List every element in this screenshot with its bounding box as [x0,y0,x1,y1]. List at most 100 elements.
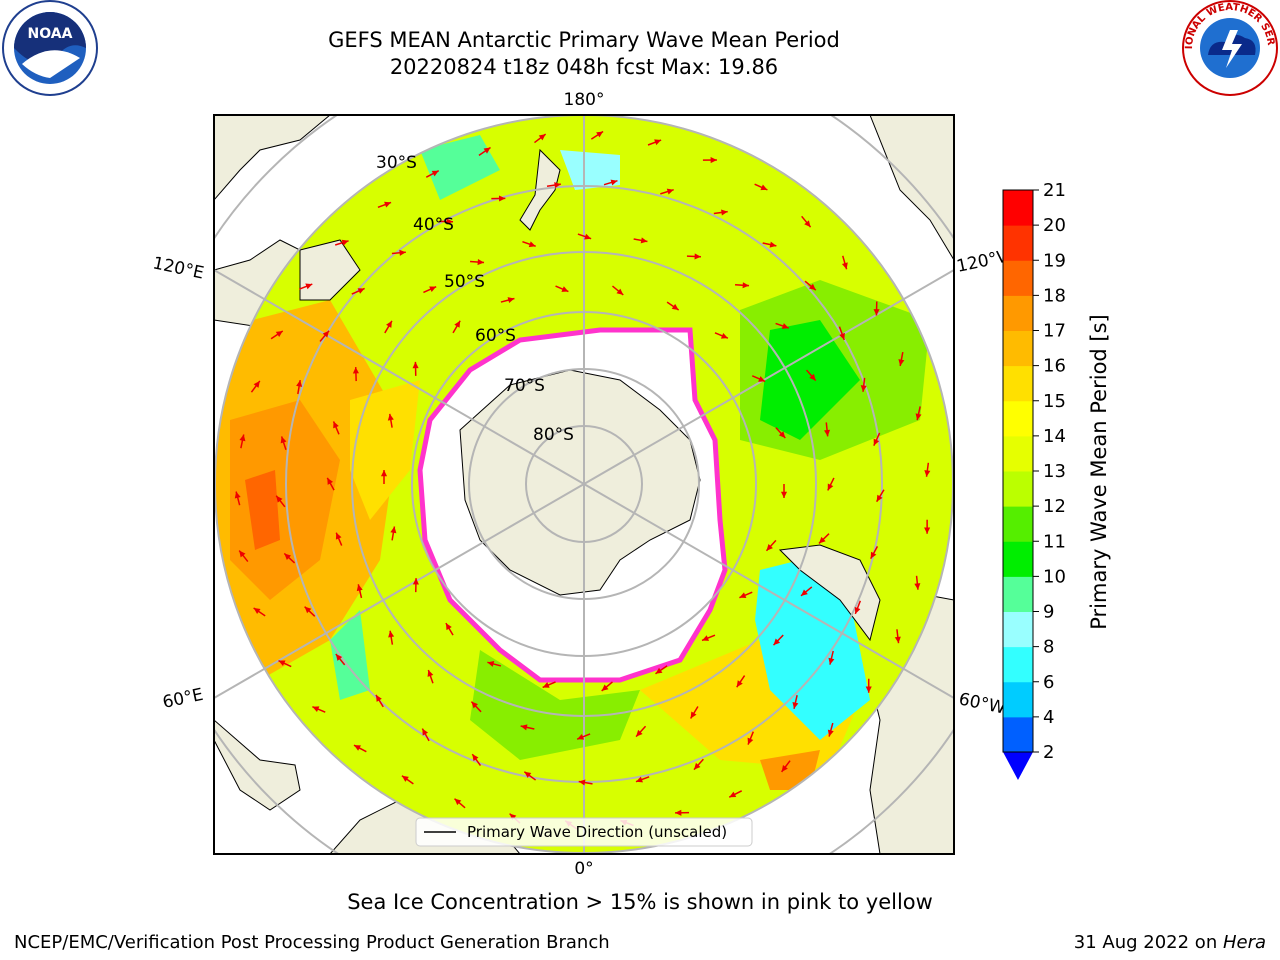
map-frame [213,114,955,855]
colorbar-segment [1003,611,1033,648]
wave-arrow-head [422,728,429,736]
footer-date: 31 Aug 2022 on Hera [1073,932,1266,953]
wave-arrow-head [304,606,312,614]
wave-arrow-head [804,220,811,228]
map-legend: Primary Wave Direction (unscaled) [415,817,753,847]
wave-arrow-head [276,495,283,503]
colorbar-tick-label: 2 [1043,742,1054,763]
colorbar-tick-label: 19 [1043,250,1066,271]
wave-arrow-head [584,233,592,240]
wave-arrow-head [747,737,754,745]
wave-arrow-head [636,729,643,737]
colorbar-segment [1003,681,1033,718]
wave-arrow-head [335,532,342,540]
wave-arrow-head [870,551,877,559]
wave-arrow-head [654,139,662,146]
wave-arrow-head [483,147,491,154]
sea-ice-caption: Sea Ice Concentration > 15% is shown in … [347,890,933,914]
wave-arrow-head [280,436,287,444]
colorbar-tick-label: 10 [1043,566,1066,587]
colorbar-segment [1003,435,1033,472]
wave-arrow-head [801,589,808,596]
colorbar-segment [1003,646,1033,683]
wave-arrow-head [809,283,816,291]
wave-arrow-head [542,682,550,688]
wave-arrow-head [327,477,334,485]
colorbar-tick-label: 18 [1043,285,1066,306]
lat-label-60s: 60°S [475,326,516,346]
wave-arrow-head [578,779,586,786]
wave-arrow-head [498,195,506,202]
wave-arrow-head [854,606,861,614]
lon-label-60e: 60°E [161,685,205,713]
wave-arrow-head [352,367,359,374]
wave-arrow-head [710,156,717,164]
wave-arrow-head [554,182,561,189]
lon-label-60w: 60°W [957,689,1007,718]
footer-branch: NCEP/EMC/Verification Post Processing Pr… [14,932,610,953]
wave-arrow-head [429,286,437,293]
wave-arrow-head [601,684,609,691]
wave-arrow-head [399,249,406,256]
svg-text:NOAA: NOAA [28,26,73,42]
national-weather-service-logo: NATIONAL WEATHER SERVICE [0,0,1278,96]
wave-arrow-head [509,813,517,821]
wave-arrow-head [915,413,922,421]
wave-arrow-head [353,745,361,751]
colorbar-segment [1003,260,1033,296]
wave-arrow-head [561,286,569,292]
wave-arrow-head [616,288,624,295]
wave-arrow-head [924,470,931,477]
colorbar-label: Primary Wave Mean Period [s] [1087,314,1111,630]
colorbar-tick-label: 17 [1043,321,1066,342]
wave-arrow-head [384,201,392,208]
colorbar-segment [1003,190,1033,226]
wave-arrow-head [239,434,246,442]
wave-arrow-head [640,237,648,244]
wave-arrow-head [253,607,261,615]
lat-label-30s: 30°S [376,153,417,173]
wave-arrow-head [824,429,831,437]
wave-arrow-head [758,376,766,382]
colorbar-segment [1003,400,1033,437]
wave-arrow-head [694,762,701,770]
wave-arrow-head [412,578,419,585]
noaa-logo: NOAA [2,0,98,96]
wave-arrow-head [773,638,781,646]
wave-arrow-head [431,170,439,177]
wave-arrow-head [387,413,394,421]
wave-arrow-head [577,733,585,740]
colorbar-extend-triangle [1003,752,1033,780]
wave-arrow-head [454,798,462,806]
wave-arrow-head [341,239,349,246]
wave-arrow-head [666,188,674,195]
wave-arrow-head [472,754,479,762]
colorbar-tick-label: 14 [1043,426,1066,447]
wave-arrow-head [778,431,786,439]
wave-arrow-head [356,584,363,592]
colorbar-tick-label: 12 [1043,496,1066,517]
lat-label-80s: 80°S [533,425,574,445]
wave-arrow-head [446,218,454,225]
wave-arrow-head [454,320,461,328]
wave-arrow-head [781,765,788,772]
wave-arrow-head [827,483,834,491]
lon-label-180: 180° [564,90,605,110]
wave-arrow-head [635,776,643,783]
wave-arrow-head [781,323,789,329]
wave-arrow-head [865,686,872,693]
lat-label-50s: 50°S [444,272,485,292]
wave-arrow-head [275,330,283,338]
wave-arrow-head [596,131,604,138]
wave-arrow-head [284,553,291,560]
chart-title: GEFS MEAN Antarctic Primary Wave Mean Pe… [328,28,840,52]
colorbar-segment [1003,365,1033,402]
wave-arrow-head [690,711,697,719]
wave-arrow-head [894,636,901,644]
colorbar-segment [1003,295,1033,331]
chart-subtitle: 20220824 t18z 048h fcst Max: 19.86 [389,55,779,79]
wave-arrow-head [388,630,395,638]
wave-arrow-head [769,241,777,248]
colorbar-tick-label: 8 [1043,637,1054,658]
